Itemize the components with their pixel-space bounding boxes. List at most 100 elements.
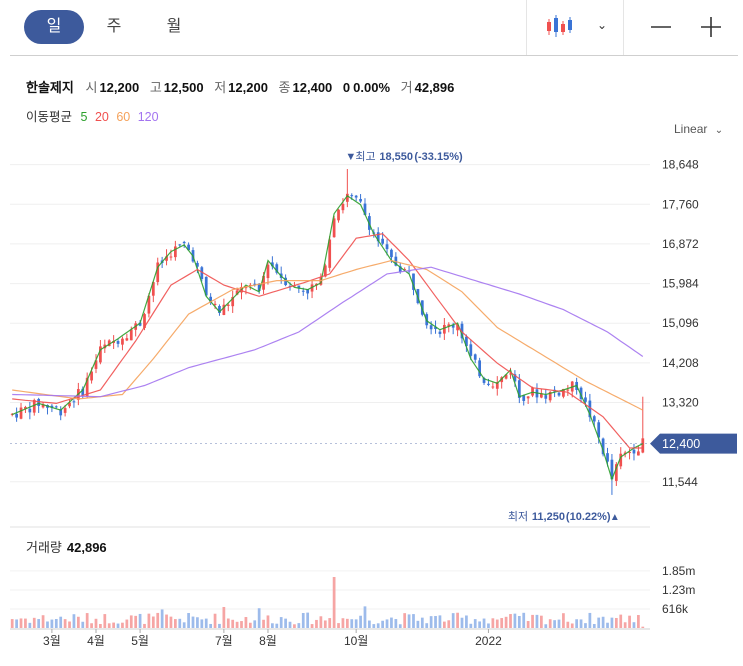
candle-body <box>63 408 67 413</box>
candle-body <box>557 392 561 396</box>
candle-body <box>394 256 398 266</box>
volume-bar <box>473 619 477 628</box>
moving-average-line-120 <box>12 266 644 398</box>
candle-body <box>301 290 305 292</box>
volume-bar <box>319 616 323 628</box>
volume-bar <box>266 615 270 628</box>
candle-body <box>337 209 340 221</box>
volume-bar <box>257 608 261 628</box>
candle-body <box>628 452 631 454</box>
tab-week[interactable]: 주 <box>106 18 122 35</box>
tab-month[interactable]: 월 <box>166 18 182 35</box>
volume-bar <box>460 617 464 628</box>
candle-body <box>570 381 574 392</box>
candle-body <box>482 378 486 383</box>
ma-legend-5[interactable]: 5 <box>80 110 88 124</box>
volume-bar <box>491 618 495 628</box>
chevron-down-icon: ⌄ <box>597 18 608 32</box>
candle-body <box>72 401 76 403</box>
candle-body <box>169 256 173 258</box>
candlestick-chart-icon <box>547 15 572 37</box>
ma-legend-120[interactable]: 120 <box>137 110 159 124</box>
volume-bar <box>32 617 36 628</box>
candle-body <box>213 303 217 305</box>
volume-bar <box>99 624 102 628</box>
volume-bar <box>187 613 190 628</box>
candle-body <box>107 340 111 347</box>
volume-bar <box>544 624 548 628</box>
volume-bar <box>271 623 274 628</box>
candle-body <box>41 404 45 408</box>
candle-body <box>160 260 164 264</box>
volume-bar <box>279 617 283 628</box>
volume-title: 거래량 42,896 <box>26 537 107 556</box>
candle-body <box>112 341 115 343</box>
volume-bar <box>10 619 14 628</box>
candle-body <box>597 422 601 438</box>
price-tick-label: 16,872 <box>662 237 699 251</box>
candle-body <box>385 244 389 250</box>
price-tick-label: 14,208 <box>662 356 699 370</box>
ma-legend-60[interactable]: 60 <box>116 110 131 124</box>
zoom-in-button[interactable] <box>694 10 728 44</box>
volume-bar <box>85 613 89 628</box>
candle-body <box>429 325 433 330</box>
x-tick-label: 8월 <box>259 634 277 648</box>
moving-average-line-20 <box>12 233 643 449</box>
volume-bar <box>90 623 93 628</box>
volume-title-label: 거래량 <box>26 540 62 555</box>
candle-body <box>359 198 362 202</box>
volume-bar <box>398 624 402 628</box>
volume-bar <box>129 615 133 628</box>
max-marker-prefix: 최고 <box>355 150 375 163</box>
candle-body <box>425 314 429 326</box>
candle-body <box>434 326 437 330</box>
scale-dropdown[interactable]: Linear ⌄ <box>674 122 723 136</box>
volume-bar <box>121 622 124 628</box>
volume-bar <box>425 623 429 628</box>
current-price-tag <box>650 433 737 454</box>
candle-body <box>244 287 248 289</box>
chart-type-dropdown[interactable]: ⌄ <box>526 0 624 55</box>
volume-bar <box>156 612 160 628</box>
x-tick-label: 3월 <box>43 634 61 648</box>
volume-bar <box>619 614 623 628</box>
volume-bar <box>151 616 155 628</box>
ma-legend-20[interactable]: 20 <box>94 110 109 124</box>
min-marker-value: 11,250 <box>532 511 565 523</box>
candle-body <box>341 203 345 211</box>
scale-label: Linear <box>674 122 708 136</box>
volume-bar <box>306 612 310 628</box>
candle-body <box>637 451 640 456</box>
volume-bar <box>288 621 292 628</box>
candle-body <box>614 464 618 481</box>
candle-body <box>579 387 583 400</box>
volume-bar <box>345 618 349 628</box>
volume-bar <box>37 619 41 628</box>
volume-bar <box>341 618 345 628</box>
volume-bar <box>293 624 296 628</box>
volume-bar <box>517 616 521 628</box>
volume-bar <box>614 617 618 628</box>
min-marker-prefix: 최저 <box>508 510 528 523</box>
candle-body <box>151 282 155 296</box>
x-tick-label: 2022 <box>475 634 502 648</box>
volume-bar <box>173 619 177 628</box>
candle-body <box>156 262 160 283</box>
candle-body <box>85 377 89 397</box>
open-label: 시 <box>85 80 98 95</box>
volume-bar <box>597 617 601 628</box>
volume-bar <box>94 618 98 628</box>
candle-body <box>262 275 265 290</box>
candle-body <box>354 195 358 198</box>
volume-bar <box>623 622 627 628</box>
tab-day[interactable]: 일 <box>24 10 84 44</box>
volume-bar <box>160 609 164 628</box>
candle-body <box>509 373 512 375</box>
candle-body <box>37 399 41 406</box>
candle-body <box>54 406 58 408</box>
candle-body <box>478 360 482 377</box>
current-price-label: 12,400 <box>662 437 700 451</box>
x-tick-label: 10월 <box>344 634 368 648</box>
zoom-out-button[interactable] <box>644 10 678 44</box>
